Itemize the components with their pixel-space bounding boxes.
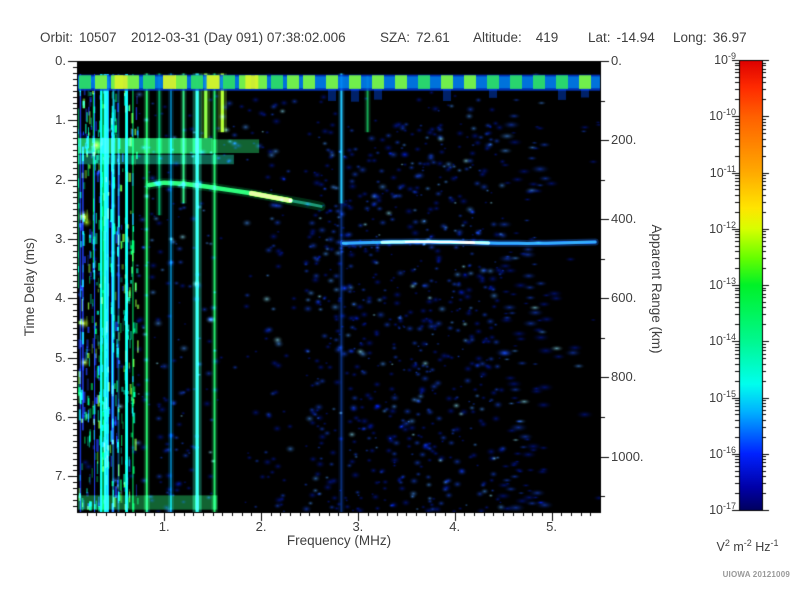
x-tick-label: 5. [546, 519, 557, 534]
header-long: Long: 36.97 [673, 30, 747, 45]
colorbar-units: V2 m-2 Hz-1 [716, 538, 779, 555]
range-tick-label: 200. [611, 132, 637, 148]
colorbar-tick-label: 10-10 [709, 107, 736, 124]
header-orbit: Orbit: 10507 [40, 30, 117, 45]
y-tick-label: 3. [55, 231, 66, 247]
range-tick-label: 1000. [611, 448, 644, 464]
range-tick-label: 800. [611, 369, 637, 385]
range-tick-label: 400. [611, 211, 637, 227]
long-label: Long: [673, 30, 707, 45]
y-tick-label: 7. [55, 468, 66, 484]
colorbar-tick-label: 10-9 [714, 51, 736, 68]
colorbar-canvas [727, 54, 777, 518]
long-value: 36.97 [712, 30, 747, 45]
y-tick-label: 0. [55, 53, 66, 68]
x-tick-label: 3. [352, 519, 364, 534]
range-tick-label: 600. [611, 290, 637, 306]
colorbar-tick-label: 10-12 [709, 219, 736, 236]
colorbar-tick-label: 10-11 [709, 163, 736, 180]
y-tick-label: 1. [55, 112, 66, 128]
colorbar-tick-label: 10-14 [709, 332, 736, 349]
orbit-label: Orbit: [40, 30, 74, 45]
colorbar-tick-label: 10-13 [709, 276, 736, 293]
y-axis-title-right: Apparent Range (km) [649, 224, 664, 354]
credit-text: UIOWA 20121009 [722, 570, 790, 579]
x-tick-label: 2. [255, 519, 267, 534]
y-tick-label: 5. [55, 349, 66, 365]
altitude-value: 419 [535, 30, 559, 45]
lat-value: -14.94 [616, 30, 655, 45]
sza-value: 72.61 [416, 30, 450, 45]
range-tick-label: 0. [611, 53, 622, 68]
x-tick-label: 1. [158, 519, 170, 534]
x-tick-label: 4. [449, 519, 461, 534]
y-tick-label: 4. [55, 290, 66, 306]
datetime-value: 2012-03-31 (Day 091) 07:38:02.006 [131, 30, 346, 45]
spectrogram-canvas [65, 55, 613, 525]
y-tick-label: 2. [55, 171, 66, 187]
header-lat: Lat: -14.94 [588, 30, 655, 45]
lat-label: Lat: [588, 30, 611, 45]
sza-label: SZA: [380, 30, 411, 45]
header-sza: SZA: 72.61 [380, 30, 450, 45]
orbit-value: 10507 [79, 30, 117, 45]
x-axis-title: Frequency (MHz) [286, 533, 392, 548]
header-datetime: 2012-03-31 (Day 091) 07:38:02.006 [131, 30, 346, 45]
colorbar-tick-label: 10-17 [709, 501, 736, 518]
colorbar-tick-label: 10-16 [709, 444, 736, 461]
header-altitude: Altitude: 419 [473, 30, 558, 45]
colorbar-tick-label: 10-15 [709, 388, 736, 405]
altitude-label: Altitude: [473, 30, 522, 45]
y-tick-label: 6. [55, 409, 66, 425]
